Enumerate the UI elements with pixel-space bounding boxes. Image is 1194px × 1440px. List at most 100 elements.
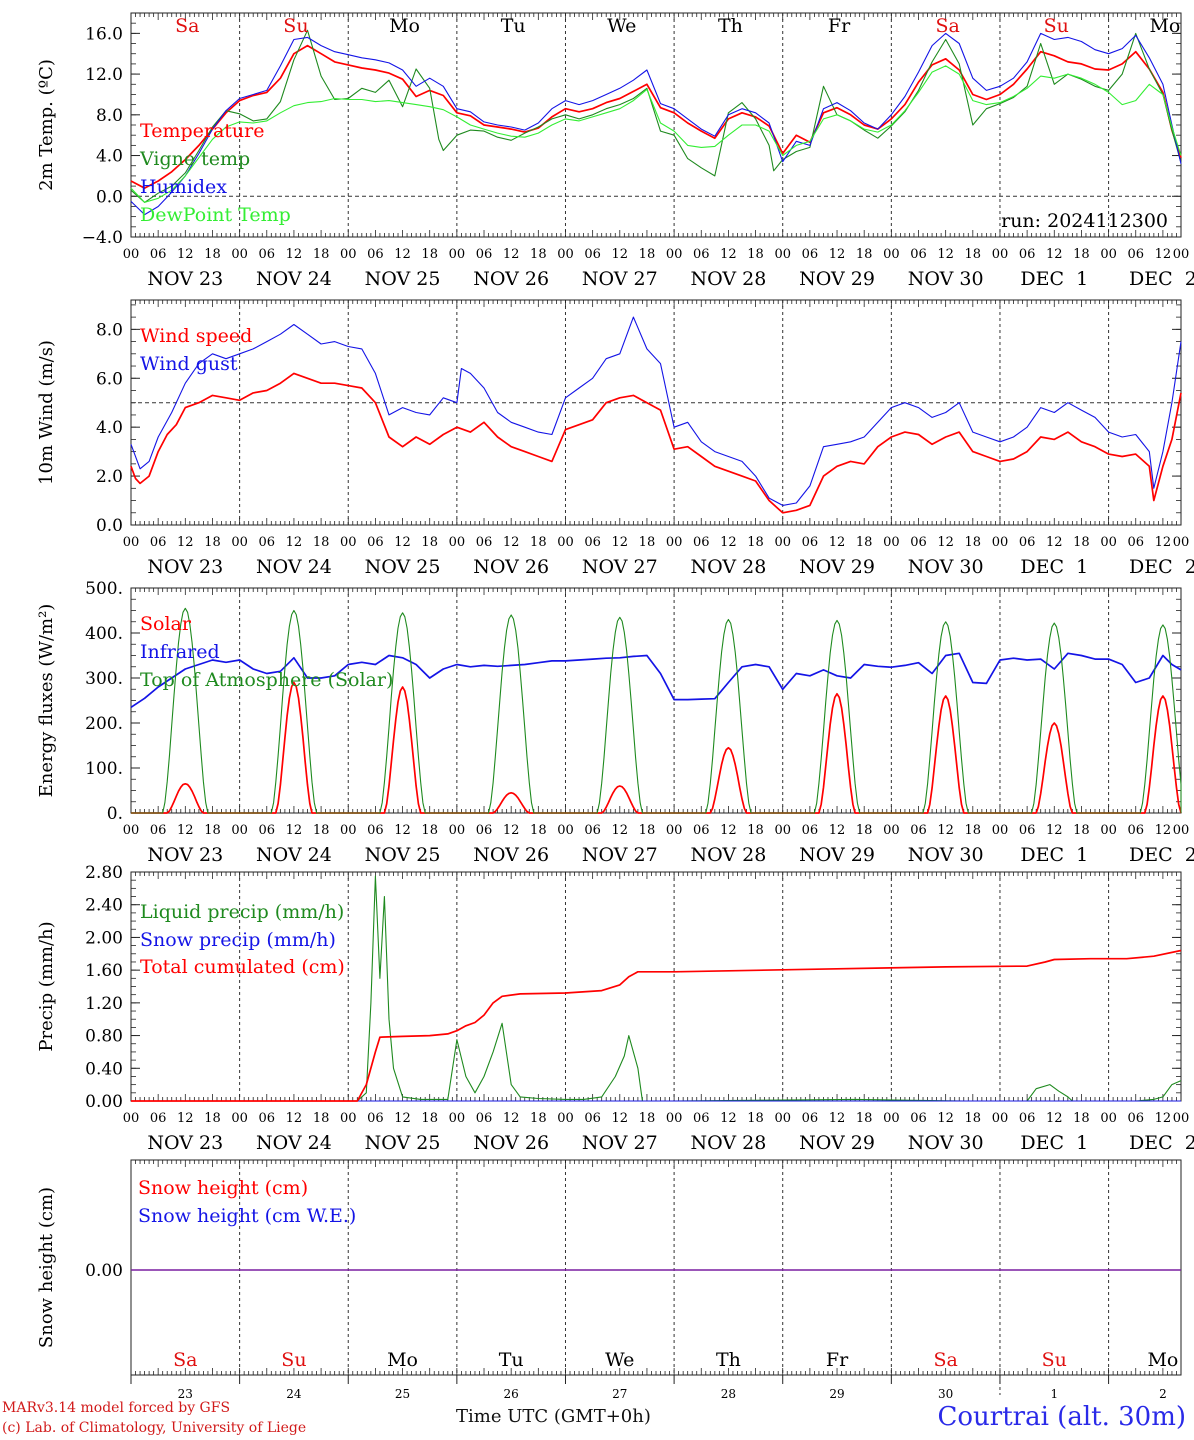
snow-weekday-label: We bbox=[605, 1349, 634, 1371]
lab-credit: (c) Lab. of Climatology, University of L… bbox=[2, 1420, 307, 1436]
x-axis-title: Time UTC (GMT+0h) bbox=[456, 1406, 651, 1427]
y-tick-label: 2.00 bbox=[85, 928, 123, 948]
snow-weekday-label: Sa bbox=[933, 1349, 957, 1371]
date-label: NOV 27 bbox=[582, 844, 658, 866]
hour-label: 12 bbox=[937, 247, 954, 262]
hour-label: 00 bbox=[123, 247, 140, 262]
date-label: DEC 2 bbox=[1129, 268, 1194, 290]
hour-label: 12 bbox=[720, 823, 737, 838]
station-name: Courtrai (alt. 30m) bbox=[937, 1402, 1187, 1432]
hour-label: 18 bbox=[530, 823, 547, 838]
date-label: NOV 25 bbox=[365, 556, 441, 578]
weekday-label: Mo bbox=[1149, 15, 1180, 37]
hour-label: 18 bbox=[1073, 1111, 1090, 1126]
hour-label: 18 bbox=[639, 247, 656, 262]
legend-entry: Snow height (cm W.E.) bbox=[138, 1205, 356, 1227]
snow-weekday-label: Th bbox=[716, 1349, 741, 1371]
series-temperature bbox=[130, 44, 1182, 189]
panel-snow: 0.00 Snow height (cm) Snow height (cm) Snow… bbox=[36, 1159, 1182, 1376]
series-vigne-temp bbox=[130, 29, 1182, 203]
weekday-label: Tu bbox=[501, 15, 526, 37]
hour-label: 06 bbox=[150, 535, 167, 550]
series-total-cumulated-cm- bbox=[131, 949, 1182, 1102]
y-axis-label: 10m Wind (m/s) bbox=[36, 340, 57, 485]
y-tick-label: 4.0 bbox=[96, 418, 123, 438]
date-label: NOV 26 bbox=[473, 556, 549, 578]
hour-label: 06 bbox=[584, 247, 601, 262]
hour-label: 00 bbox=[1173, 823, 1190, 838]
y-tick-label: 16.0 bbox=[85, 24, 123, 44]
weekday-label: Su bbox=[283, 15, 308, 37]
hour-label: 06 bbox=[910, 1111, 927, 1126]
hour-label: 00 bbox=[883, 247, 900, 262]
date-label: NOV 25 bbox=[365, 1132, 441, 1154]
hour-label: 18 bbox=[313, 823, 330, 838]
hour-label: 00 bbox=[1100, 1111, 1117, 1126]
hour-label: 12 bbox=[612, 247, 629, 262]
hour-label: 00 bbox=[231, 823, 248, 838]
hour-label: 00 bbox=[992, 823, 1009, 838]
snow-day-number: 25 bbox=[395, 1387, 410, 1401]
y-tick-label: 0.40 bbox=[85, 1059, 123, 1079]
weekday-label: Mo bbox=[389, 15, 420, 37]
hour-label: 06 bbox=[1127, 823, 1144, 838]
hour-label: 06 bbox=[1127, 247, 1144, 262]
hour-label: 00 bbox=[992, 247, 1009, 262]
hour-label: 18 bbox=[1073, 535, 1090, 550]
y-tick-label: −4.0 bbox=[82, 228, 123, 248]
hour-label: 18 bbox=[747, 1111, 764, 1126]
hour-label: 06 bbox=[802, 535, 819, 550]
series-wind-speed bbox=[130, 372, 1182, 514]
hour-label: 06 bbox=[476, 247, 493, 262]
series-infrared bbox=[130, 652, 1182, 709]
series-liquid-precip-mm-h- bbox=[131, 875, 1182, 1102]
legend-entry: Temperature bbox=[140, 120, 264, 142]
hour-label: 00 bbox=[557, 823, 574, 838]
date-label: NOV 26 bbox=[473, 1132, 549, 1154]
hour-label: 12 bbox=[1155, 535, 1172, 550]
date-label: NOV 28 bbox=[691, 556, 767, 578]
hour-label: 06 bbox=[367, 535, 384, 550]
snow-weekday-label: Fr bbox=[826, 1349, 849, 1371]
snow-day-number: 26 bbox=[504, 1387, 519, 1401]
panel-energy: 500. 400. 300. 200. 100. 0. Energy fluxes (W/m… bbox=[36, 579, 1194, 866]
date-label: NOV 30 bbox=[908, 556, 984, 578]
y-axis-label: Energy fluxes (W/m²) bbox=[36, 604, 57, 798]
hour-label: 00 bbox=[666, 247, 683, 262]
hour-label: 06 bbox=[367, 823, 384, 838]
date-label: DEC 2 bbox=[1129, 1132, 1194, 1154]
legend-entry: Wind gust bbox=[140, 353, 238, 375]
hour-label: 12 bbox=[177, 247, 194, 262]
hour-label: 00 bbox=[774, 1111, 791, 1126]
panel-frame bbox=[130, 299, 1182, 526]
date-label: NOV 25 bbox=[365, 844, 441, 866]
date-label: NOV 27 bbox=[582, 1132, 658, 1154]
hour-label: 18 bbox=[313, 1111, 330, 1126]
hour-label: 12 bbox=[829, 247, 846, 262]
hour-label: 06 bbox=[259, 823, 276, 838]
date-label: DEC 1 bbox=[1020, 844, 1088, 866]
hour-label: 12 bbox=[1046, 535, 1063, 550]
hour-label: 06 bbox=[1019, 247, 1036, 262]
hour-label: 06 bbox=[584, 535, 601, 550]
legend-entry: Snow height (cm) bbox=[138, 1177, 308, 1199]
snow-day-number: 23 bbox=[178, 1387, 193, 1401]
hour-label: 18 bbox=[530, 247, 547, 262]
snow-day-number: 2 bbox=[1159, 1387, 1167, 1401]
y-tick-label: 2.80 bbox=[85, 863, 123, 883]
snow-day-number: 24 bbox=[286, 1387, 302, 1401]
hour-label: 18 bbox=[313, 247, 330, 262]
hour-label: 00 bbox=[1173, 535, 1190, 550]
y-tick-label: 0.80 bbox=[85, 1027, 123, 1047]
hour-label: 00 bbox=[1100, 823, 1117, 838]
hour-label: 12 bbox=[720, 535, 737, 550]
snow-day-number: 30 bbox=[938, 1387, 953, 1401]
hour-label: 00 bbox=[666, 823, 683, 838]
y-tick-label: 500. bbox=[85, 579, 123, 599]
hour-label: 12 bbox=[286, 535, 303, 550]
panel-temperature: 16.0 12.0 8.0 4.0 0.0 −4.0 2m Temp. (ºC) Temper… bbox=[36, 12, 1194, 290]
date-label: NOV 27 bbox=[582, 268, 658, 290]
series-dewpoint-temp bbox=[130, 65, 1182, 203]
date-label: DEC 1 bbox=[1020, 556, 1088, 578]
weekday-label: Fr bbox=[828, 15, 851, 37]
